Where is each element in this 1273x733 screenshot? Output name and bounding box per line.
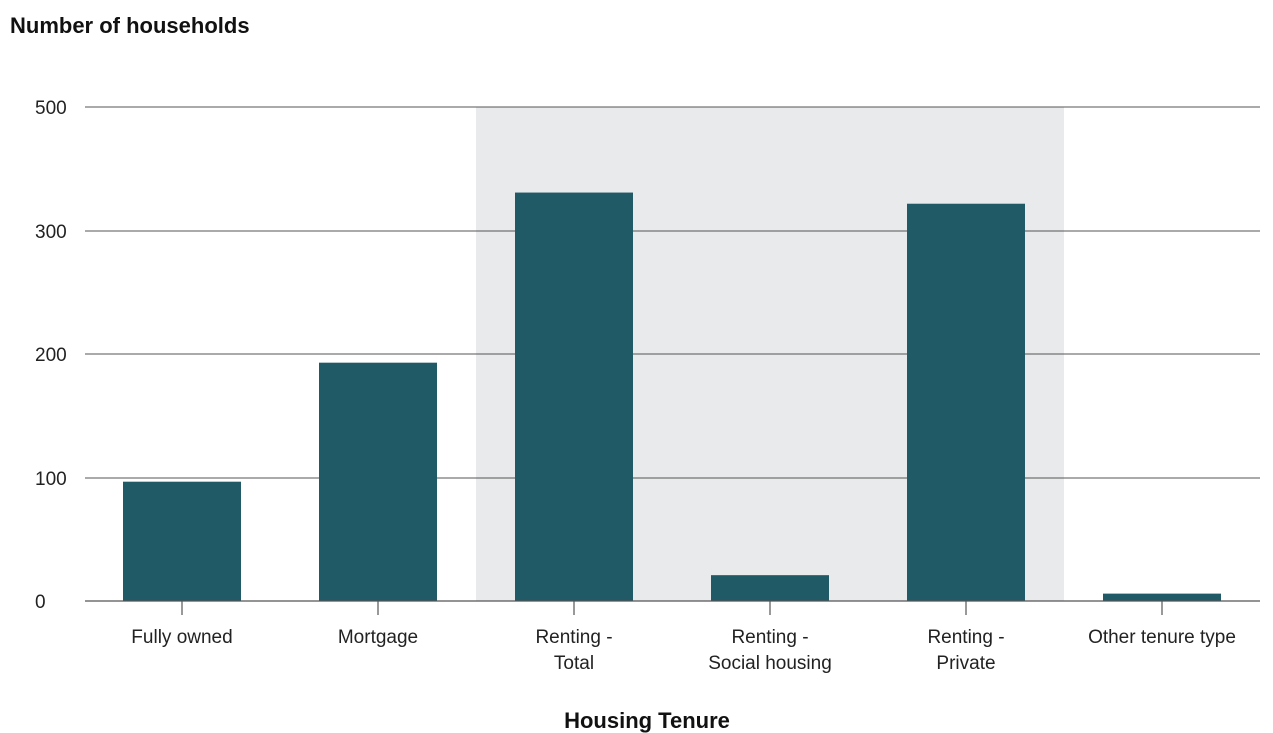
x-tick-label: Total (554, 653, 594, 674)
y-tick-label: 100 (35, 469, 67, 490)
y-tick-label: 200 (35, 345, 67, 366)
x-axis: Fully owned Mortgage Renting - Total Renting… (85, 600, 1260, 674)
x-tick-label: Renting - (731, 627, 808, 648)
gridlines (85, 106, 1260, 479)
x-tick-label: Private (936, 653, 995, 674)
bars (123, 192, 1221, 601)
bar (711, 575, 829, 601)
x-tick-label: Fully owned (131, 627, 232, 648)
bar (515, 192, 633, 601)
x-tick-label: Other tenure type (1088, 627, 1236, 648)
bar (1103, 593, 1221, 601)
x-tick-label: Renting - (535, 627, 612, 648)
y-tick-label: 300 (35, 222, 67, 243)
x-tick-label: Social housing (708, 653, 832, 674)
bar (907, 203, 1025, 601)
x-axis-title: Housing Tenure (564, 708, 730, 733)
bar (319, 362, 437, 601)
y-tick-label: 500 (35, 98, 67, 119)
y-axis-title: Number of households (10, 13, 250, 38)
y-tick-labels: 0 100 200 300 500 (35, 98, 67, 613)
x-tick-label: Renting - (927, 627, 1004, 648)
x-tick-label: Mortgage (338, 627, 418, 648)
bar (123, 481, 241, 601)
y-tick-label: 0 (35, 592, 46, 613)
